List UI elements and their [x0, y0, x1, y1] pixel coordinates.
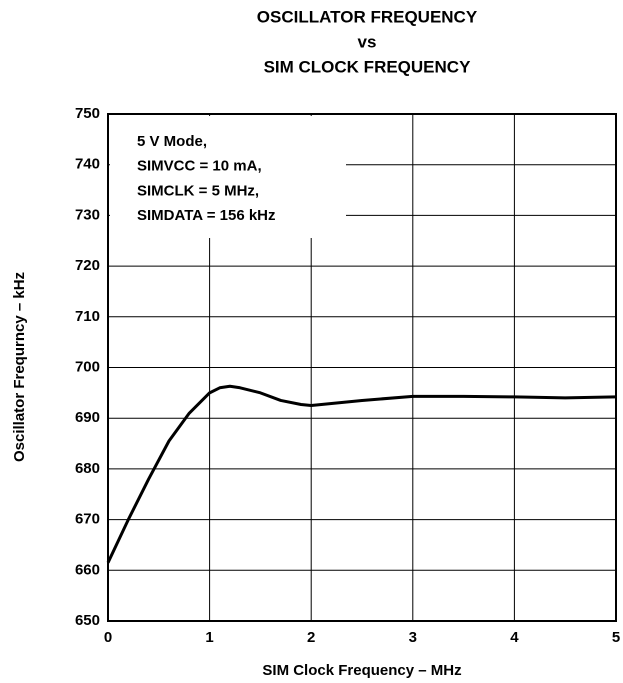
x-tick-label: 2	[307, 629, 315, 646]
annotation: SIMCLK = 5 MHz,	[137, 182, 259, 199]
plot-frame	[107, 113, 617, 622]
y-tick-label: 650	[75, 612, 100, 629]
y-axis-label: Oscillator Frequrncy – kHz	[11, 272, 28, 462]
chart-title: vs	[358, 32, 377, 51]
annotation: SIMVCC = 10 mA,	[137, 158, 262, 175]
annotation: 5 V Mode,	[137, 133, 207, 150]
y-tick-label: 710	[75, 308, 100, 325]
x-axis-label: SIM Clock Frequency – MHz	[262, 662, 461, 679]
y-tick-label: 670	[75, 511, 100, 528]
y-tick-label: 740	[75, 156, 100, 173]
chart-title: SIM CLOCK FREQUENCY	[264, 57, 472, 76]
y-tick-label: 660	[75, 561, 100, 578]
y-tick-label: 720	[75, 257, 100, 274]
y-tick-label: 680	[75, 460, 100, 477]
x-tick-label: 4	[510, 629, 519, 646]
x-tick-label: 0	[104, 629, 112, 646]
y-tick-label: 730	[75, 206, 100, 223]
annotation-box	[110, 116, 346, 238]
x-tick-label: 3	[409, 629, 417, 646]
line	[106, 384, 617, 564]
y-tick-label: 690	[75, 409, 100, 426]
y-tick-label: 750	[75, 105, 100, 122]
chart-title: OSCILLATOR FREQUENCY	[257, 7, 478, 26]
annotation: SIMDATA = 156 kHz	[137, 207, 276, 224]
x-tick-label: 5	[612, 629, 620, 646]
x-tick-label: 1	[205, 629, 213, 646]
y-tick-label: 700	[75, 358, 100, 375]
